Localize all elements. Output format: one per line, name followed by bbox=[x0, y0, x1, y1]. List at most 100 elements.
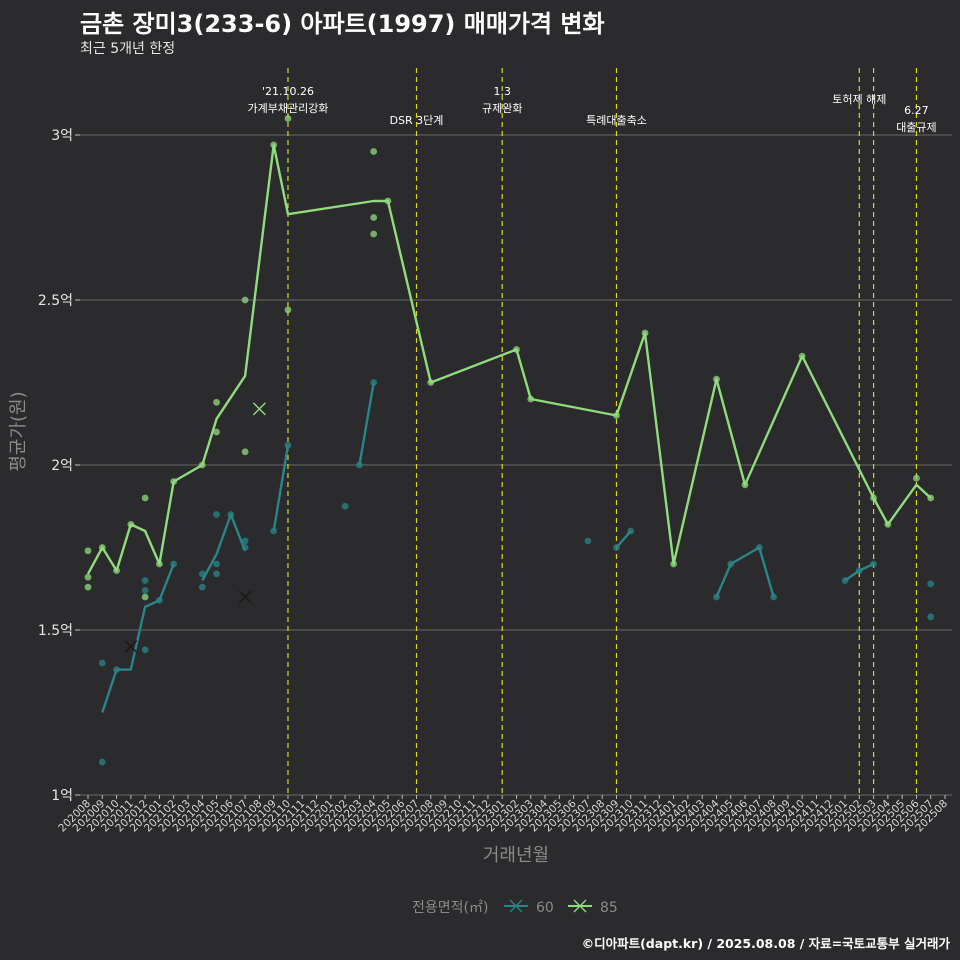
y-tick-label: 2.5억 bbox=[38, 293, 73, 309]
data-point-60 bbox=[713, 593, 720, 601]
legend-title: 전용면적(㎡) bbox=[412, 900, 488, 916]
data-point-60 bbox=[198, 583, 206, 591]
data-point-85 bbox=[913, 474, 920, 482]
data-point-85 bbox=[284, 306, 292, 314]
data-point-85 bbox=[870, 494, 877, 502]
policy-label: 특례대출축소 bbox=[586, 114, 647, 127]
data-point-60 bbox=[370, 379, 378, 386]
data-point-85 bbox=[927, 494, 935, 502]
data-point-85 bbox=[98, 544, 106, 551]
data-point-85 bbox=[213, 428, 220, 436]
data-point-60 bbox=[855, 567, 863, 574]
data-point-85 bbox=[156, 560, 163, 568]
data-point-60 bbox=[170, 560, 178, 568]
y-tick-label: 2억 bbox=[51, 458, 73, 474]
chart-subtitle: 최근 5개년 한정 bbox=[80, 41, 176, 57]
series-line-60 bbox=[201, 513, 247, 582]
policy-label: 대출규제 bbox=[896, 121, 936, 134]
data-point-85 bbox=[84, 547, 92, 555]
data-point-85 bbox=[613, 412, 620, 419]
policy-label: '21.10.26 bbox=[262, 85, 314, 98]
data-point-85 bbox=[741, 481, 749, 489]
data-point-60 bbox=[141, 646, 149, 654]
cancelled-point-60 bbox=[238, 590, 252, 604]
y-axis-title: 평균가(원) bbox=[8, 391, 29, 471]
data-point-60 bbox=[627, 527, 635, 535]
cancelled-point-60 bbox=[124, 640, 138, 653]
data-point-85 bbox=[141, 494, 149, 502]
x-axis-title: 거래년월 bbox=[483, 845, 549, 866]
data-point-85 bbox=[127, 521, 135, 528]
legend-key-mark-60 bbox=[509, 899, 523, 913]
data-point-85 bbox=[84, 583, 92, 591]
data-point-60 bbox=[141, 577, 149, 584]
data-point-60 bbox=[213, 570, 220, 578]
data-point-85 bbox=[370, 230, 378, 238]
series-line-60 bbox=[272, 445, 290, 532]
data-point-85 bbox=[213, 398, 220, 406]
data-point-60 bbox=[98, 659, 106, 667]
policy-label: 1.3 bbox=[493, 85, 511, 98]
data-point-85 bbox=[513, 346, 520, 353]
legend-label-85: 85 bbox=[600, 900, 618, 916]
data-point-60 bbox=[927, 580, 935, 588]
data-point-85 bbox=[270, 141, 278, 149]
data-point-85 bbox=[198, 461, 206, 469]
series-line-60 bbox=[615, 530, 632, 549]
data-point-60 bbox=[227, 511, 235, 518]
grid-lines bbox=[80, 134, 952, 796]
y-tick-label: 1억 bbox=[51, 788, 73, 804]
data-point-60 bbox=[355, 461, 363, 469]
data-point-60 bbox=[755, 544, 763, 551]
legend-key-mark-85 bbox=[573, 899, 587, 913]
data-point-60 bbox=[927, 613, 935, 621]
data-point-60 bbox=[727, 560, 735, 568]
data-point-60 bbox=[198, 570, 206, 578]
data-point-85 bbox=[170, 478, 178, 485]
data-point-60 bbox=[213, 560, 220, 568]
data-point-85 bbox=[384, 197, 392, 205]
data-point-85 bbox=[84, 573, 92, 581]
legend: 전용면적(㎡) 60 85 bbox=[412, 899, 618, 916]
axis-layer: 1억1.5억2억2.5억3억20200820200920201020201120… bbox=[8, 128, 950, 866]
data-point-60 bbox=[156, 596, 163, 604]
series-line-60 bbox=[715, 546, 775, 598]
data-point-60 bbox=[113, 666, 120, 673]
policy-label: DSR 3단계 bbox=[390, 114, 444, 127]
data-point-60 bbox=[241, 544, 249, 551]
legend-label-60: 60 bbox=[536, 900, 554, 916]
data-point-60 bbox=[841, 577, 849, 584]
data-point-85 bbox=[798, 352, 806, 360]
data-point-60 bbox=[98, 758, 106, 766]
policy-label: 가계부채관리강화 bbox=[247, 102, 328, 115]
data-point-60 bbox=[870, 560, 877, 568]
data-point-60 bbox=[213, 511, 220, 518]
series-line-85 bbox=[86, 143, 932, 575]
data-point-85 bbox=[113, 567, 120, 574]
series-line-60 bbox=[101, 563, 175, 713]
y-tick-label: 1.5억 bbox=[38, 623, 73, 639]
series-layer bbox=[84, 115, 935, 766]
data-point-85 bbox=[641, 329, 649, 337]
source-caption: ©디아파트(dapt.kr) / 2025.08.08 / 자료=국토교통부 실… bbox=[581, 936, 950, 951]
data-point-60 bbox=[341, 502, 349, 510]
policy-label: 토허제 해제 bbox=[832, 92, 886, 106]
data-point-60 bbox=[270, 527, 278, 535]
data-point-60 bbox=[770, 593, 777, 601]
data-point-85 bbox=[427, 379, 435, 386]
y-tick-label: 3억 bbox=[51, 128, 73, 144]
data-point-85 bbox=[670, 560, 678, 568]
policy-label: 6.27 bbox=[904, 104, 929, 117]
policy-label: 규제완화 bbox=[482, 102, 522, 115]
data-point-85 bbox=[370, 148, 378, 155]
data-point-60 bbox=[613, 544, 620, 551]
series-line-60 bbox=[358, 382, 375, 466]
data-point-85 bbox=[527, 395, 535, 403]
data-point-60 bbox=[141, 587, 149, 594]
data-point-85 bbox=[713, 375, 720, 383]
data-point-85 bbox=[284, 115, 292, 122]
data-point-85 bbox=[370, 214, 378, 221]
data-point-60 bbox=[241, 537, 249, 545]
